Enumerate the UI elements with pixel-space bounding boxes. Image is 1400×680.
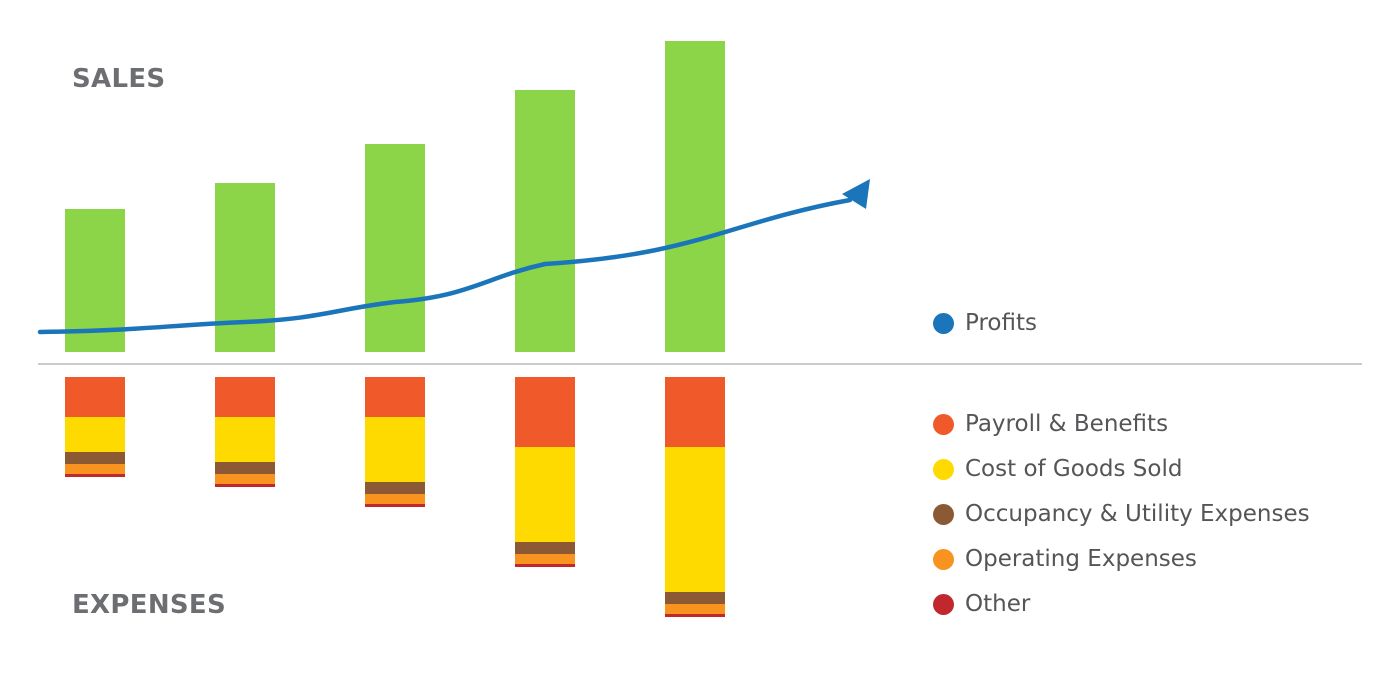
expense-segment-3: [515, 542, 575, 554]
legend-swatch-other: [933, 593, 954, 615]
expense-segment-4: [65, 464, 125, 474]
legend-swatch-operating: [933, 548, 954, 570]
legend-item-payroll: Payroll & Benefits: [933, 411, 1168, 437]
expense-segment-2: [515, 447, 575, 542]
expense-segment-3: [215, 462, 275, 474]
expenses-section-label: EXPENSES: [72, 590, 226, 620]
legend-label-other: Other: [965, 591, 1031, 617]
expense-segment-2: [65, 417, 125, 452]
expense-segment-4: [515, 554, 575, 564]
legend-swatch-cogs: [933, 458, 954, 480]
expense-segment-5: [515, 564, 575, 567]
legend-item-profits: Profits: [933, 310, 1037, 336]
sales-bar: [365, 144, 425, 352]
expense-segment-4: [365, 494, 425, 504]
expense-segment-1: [515, 377, 575, 447]
sales-section-label: SALES: [72, 64, 166, 94]
expense-segment-4: [215, 474, 275, 484]
expense-segment-2: [365, 417, 425, 482]
legend-item-other: Other: [933, 591, 1030, 617]
expense-segment-3: [65, 452, 125, 464]
legend-swatch-profits: [933, 312, 954, 334]
expense-segment-1: [65, 377, 125, 417]
expense-segment-1: [365, 377, 425, 417]
expense-segment-5: [215, 484, 275, 487]
legend-item-occupancy: Occupancy & Utility Expenses: [933, 501, 1310, 527]
sales-bar: [215, 183, 275, 352]
sales-bar: [515, 90, 575, 352]
legend-item-cogs: Cost of Goods Sold: [933, 456, 1182, 482]
expense-segment-2: [215, 417, 275, 462]
expense-segment-1: [215, 377, 275, 417]
expense-segment-5: [665, 614, 725, 617]
expense-segment-5: [365, 504, 425, 507]
legend-swatch-occupancy: [933, 503, 954, 525]
profits-arrowhead: [842, 179, 870, 209]
legend-swatch-payroll: [933, 413, 954, 435]
expense-segment-2: [665, 447, 725, 592]
sales-bar: [665, 41, 725, 352]
expense-segment-3: [665, 592, 725, 604]
expense-segment-3: [365, 482, 425, 494]
expense-segment-1: [665, 377, 725, 447]
expense-segment-5: [65, 474, 125, 477]
legend-item-operating: Operating Expenses: [933, 546, 1197, 572]
legend-label-payroll: Payroll & Benefits: [965, 411, 1169, 437]
legend-label-operating: Operating Expenses: [965, 546, 1197, 572]
expense-segment-4: [665, 604, 725, 614]
legend-label-occupancy: Occupancy & Utility Expenses: [965, 501, 1310, 527]
legend-label-profits: Profits: [965, 310, 1037, 336]
legend-label-cogs: Cost of Goods Sold: [965, 456, 1183, 482]
profits-line: [37, 197, 853, 335]
